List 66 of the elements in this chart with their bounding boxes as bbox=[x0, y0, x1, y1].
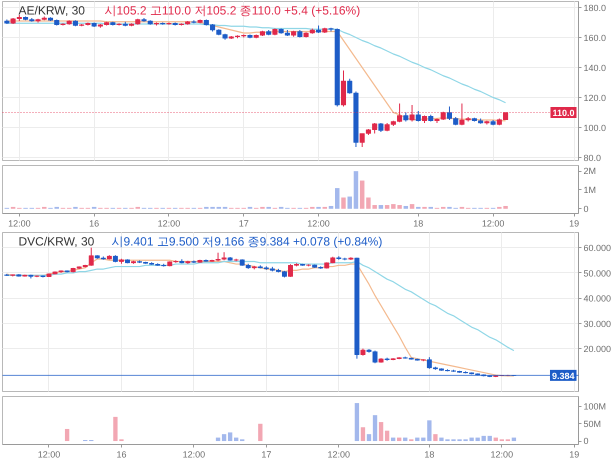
candlestick bbox=[340, 70, 346, 107]
bar bbox=[378, 205, 384, 209]
y-tick-label: 50.000 bbox=[584, 268, 612, 278]
y-tick-label: 120.0 bbox=[584, 93, 606, 103]
ref-line-label: 9.384 bbox=[552, 370, 575, 381]
x-tick-label: 18 bbox=[413, 218, 424, 228]
bar bbox=[372, 205, 377, 209]
bar bbox=[503, 206, 508, 209]
chart-subtitle: 시105.2 고110.0 저105.2 종110.0 +5.4 (+5.16%) bbox=[104, 4, 360, 18]
y-tick-label: 20.000 bbox=[584, 344, 612, 354]
x-tick-label: 17 bbox=[238, 218, 249, 228]
y-tick-label: 60.000 bbox=[584, 243, 612, 254]
x-tick-label: 19 bbox=[569, 218, 580, 228]
bar bbox=[258, 424, 262, 442]
bar bbox=[64, 428, 70, 442]
y-tick-label: 100M bbox=[584, 402, 606, 412]
bar bbox=[404, 206, 408, 209]
x-tick-label: 12:00 bbox=[328, 450, 350, 460]
bar bbox=[216, 438, 220, 442]
x-tick-label: 12:00 bbox=[8, 218, 31, 228]
y-tick-label: 160.0 bbox=[584, 33, 606, 43]
y-tick-label: 80.0 bbox=[584, 153, 602, 163]
x-tick-label: 17 bbox=[261, 450, 272, 460]
line-series bbox=[6, 260, 514, 352]
bar bbox=[354, 403, 360, 442]
x-tick-label: 12:00 bbox=[482, 218, 504, 228]
x-tick-label: 12:00 bbox=[182, 450, 206, 460]
y-tick-label: 30.000 bbox=[584, 318, 612, 329]
bar bbox=[403, 438, 408, 442]
bar bbox=[439, 438, 444, 442]
bar bbox=[378, 422, 384, 442]
bar bbox=[372, 415, 378, 442]
x-tick-label: 12:00 bbox=[158, 218, 180, 228]
chart-subtitle: 시9.401 고9.500 저9.166 종9.384 +0.078 (+0.84%) bbox=[112, 234, 382, 248]
ref-line-label: 110.0 bbox=[552, 108, 575, 118]
y-tick-label: 2M bbox=[584, 166, 596, 176]
y-tick-label: 0 bbox=[584, 204, 589, 214]
y-tick-label: 1M bbox=[584, 184, 596, 195]
x-tick-label: 12:00 bbox=[307, 218, 330, 228]
bar bbox=[366, 434, 372, 442]
y-tick-label: 40.000 bbox=[584, 294, 612, 304]
bar bbox=[433, 434, 438, 442]
bar bbox=[390, 438, 396, 442]
bar bbox=[512, 438, 516, 442]
x-tick-label: 12:00 bbox=[38, 450, 60, 460]
y-tick-label: 100.0 bbox=[584, 123, 606, 133]
candlestick bbox=[416, 110, 421, 122]
x-tick-label: 12:00 bbox=[490, 450, 514, 460]
bar bbox=[397, 438, 402, 442]
x-tick-label: 19 bbox=[569, 450, 580, 460]
x-tick-label: 16 bbox=[89, 218, 100, 228]
bar bbox=[384, 430, 390, 442]
y-tick-label: 180.0 bbox=[584, 3, 606, 13]
chart-title: DVC/KRW, 30 bbox=[18, 234, 95, 248]
bar bbox=[410, 204, 414, 209]
bar bbox=[341, 198, 346, 209]
bar bbox=[360, 427, 366, 442]
bar bbox=[113, 416, 118, 442]
line-series bbox=[6, 22, 506, 104]
y-tick-label: 140.0 bbox=[584, 63, 606, 73]
x-tick-label: 18 bbox=[424, 450, 434, 460]
x-tick-label: 16 bbox=[116, 450, 126, 460]
chart-title: AE/KRW, 30 bbox=[18, 4, 86, 18]
y-tick-label: 0 bbox=[584, 436, 589, 446]
bar bbox=[397, 205, 402, 209]
y-tick-label: 50M bbox=[584, 418, 602, 429]
